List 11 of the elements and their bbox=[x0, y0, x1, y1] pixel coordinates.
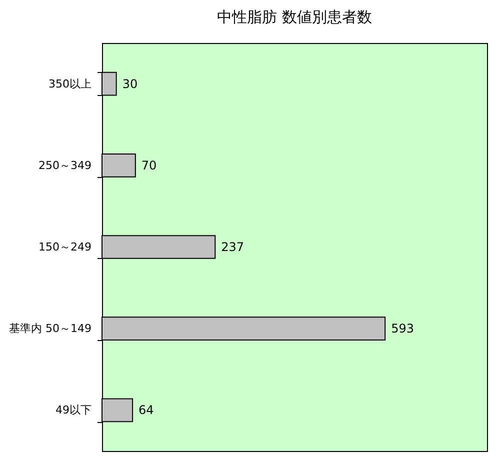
y-tick-label: 250～349 bbox=[38, 158, 92, 172]
y-tick-label: 49以下 bbox=[56, 404, 92, 417]
data-label: 593 bbox=[391, 322, 414, 336]
data-label: 64 bbox=[138, 403, 154, 418]
y-tick-label: 350以上 bbox=[48, 77, 92, 90]
data-label: 70 bbox=[141, 158, 157, 172]
y-tick-label: 150～249 bbox=[38, 240, 92, 254]
chart-title: 中性脂肪 数値別患者数 bbox=[217, 8, 372, 26]
data-label: 237 bbox=[221, 240, 244, 254]
y-tick-label: 基準内 50～149 bbox=[9, 322, 92, 336]
data-label: 30 bbox=[122, 76, 138, 91]
